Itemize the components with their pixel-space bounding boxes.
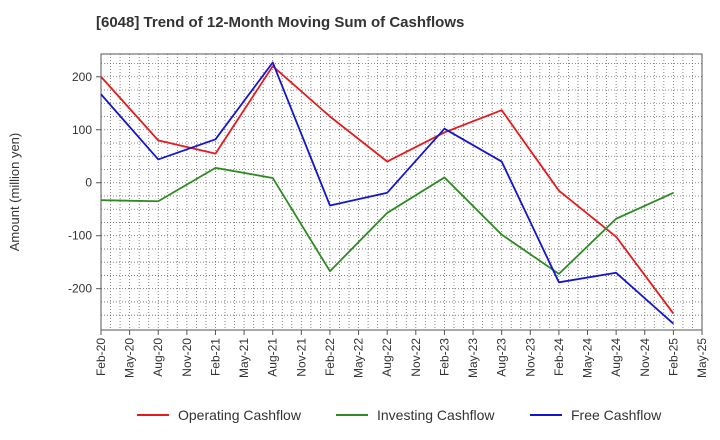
series-line-investing-cashflow [100, 166, 674, 275]
legend-label-investing-cashflow: Investing Cashflow [377, 407, 495, 423]
x-tick-label: Nov-21 [294, 338, 308, 377]
x-tick-label: May-20 [123, 338, 137, 378]
legend-label-free-cashflow: Free Cashflow [571, 407, 662, 423]
grid [101, 54, 702, 330]
y-tick-label: -100 [68, 229, 92, 243]
x-tick-label: Aug-22 [380, 338, 394, 377]
series-lines [100, 61, 675, 325]
x-tick-label: Aug-23 [495, 338, 509, 377]
series-line-free-cashflow [100, 61, 674, 325]
x-tick-label: Feb-21 [208, 338, 222, 376]
legend-label-operating-cashflow: Operating Cashflow [178, 407, 302, 423]
plot-area-frame [100, 53, 703, 331]
x-tick-label: Aug-21 [266, 338, 280, 377]
y-tick-label: -200 [68, 282, 92, 296]
y-axis: 200 100 0 -100 -200 [68, 70, 101, 296]
y-tick-label: 100 [72, 123, 92, 137]
y-axis-title: Amount (million yen) [7, 133, 22, 252]
x-tick-label: May-23 [466, 338, 480, 378]
x-tick-label: Feb-25 [666, 338, 680, 376]
x-axis: Feb-20 May-20 Aug-20 Nov-20 Feb-21 May-21 Aug-… [94, 330, 709, 378]
x-tick-label: May-22 [352, 338, 366, 378]
x-tick-label: Feb-22 [323, 338, 337, 376]
x-tick-label: Nov-24 [638, 338, 652, 377]
series-line-operating-cashflow [100, 65, 675, 315]
x-tick-label: Aug-24 [609, 338, 623, 377]
legend: Operating Cashflow Investing Cashflow Free… [137, 407, 662, 423]
x-tick-label: Nov-20 [180, 338, 194, 377]
x-tick-label: Feb-23 [437, 338, 451, 376]
x-tick-label: Aug-20 [151, 338, 165, 377]
x-tick-label: May-21 [237, 338, 251, 378]
y-tick-label: 0 [85, 176, 92, 190]
x-tick-label: May-24 [581, 338, 595, 378]
x-tick-label: Feb-20 [94, 338, 108, 376]
x-tick-label: Nov-23 [523, 338, 537, 377]
x-tick-label: Feb-24 [552, 338, 566, 376]
x-tick-label: Nov-22 [409, 338, 423, 377]
chart-title: [6048] Trend of 12-Month Moving Sum of C… [96, 14, 465, 31]
y-tick-label: 200 [72, 70, 92, 84]
x-tick-label: May-25 [695, 338, 709, 378]
